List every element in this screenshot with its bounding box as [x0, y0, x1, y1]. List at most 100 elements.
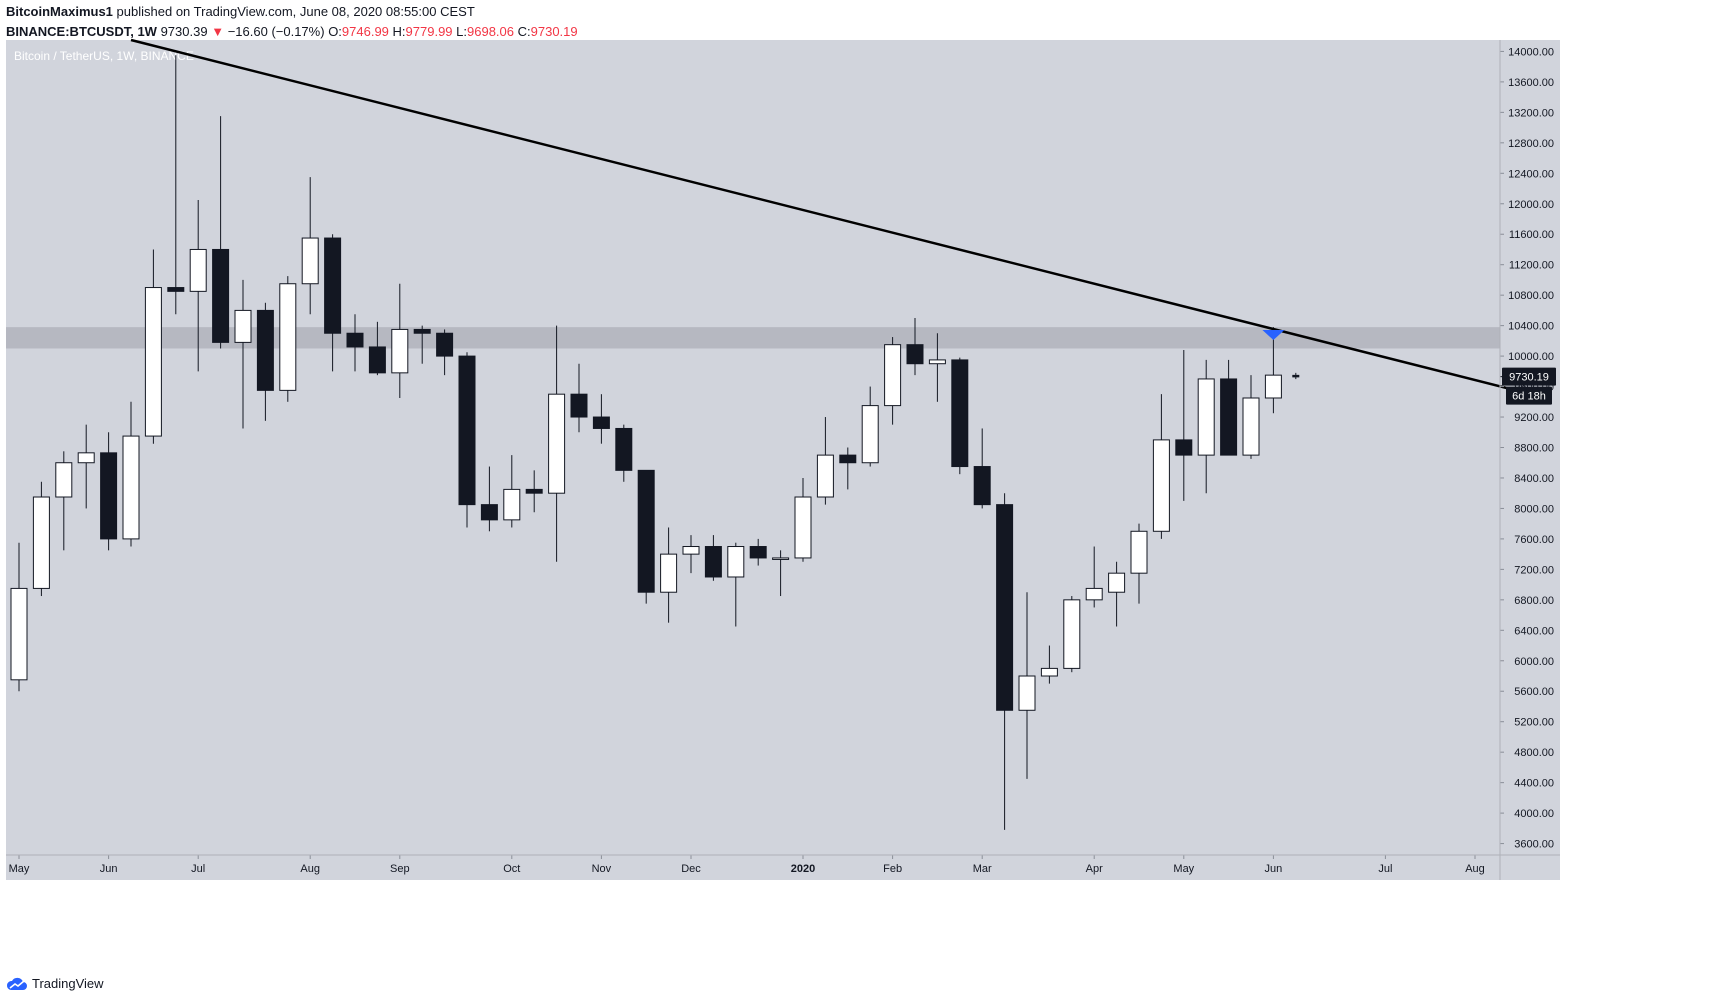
arrow-down-marker-icon[interactable]	[1262, 330, 1285, 340]
countdown-badge	[1506, 386, 1552, 405]
candle[interactable]	[413, 325, 431, 364]
candle[interactable]	[279, 276, 297, 402]
candle[interactable]	[1175, 350, 1193, 501]
candle[interactable]	[861, 386, 879, 467]
candle[interactable]	[1242, 375, 1260, 459]
time-tick-label: Apr	[1086, 863, 1103, 875]
candle[interactable]	[480, 466, 498, 532]
price-tick-label: 12000.00	[1508, 199, 1554, 211]
candle[interactable]	[458, 352, 476, 528]
candle-body	[816, 454, 834, 498]
candle[interactable]	[189, 199, 207, 372]
candle[interactable]	[301, 177, 319, 315]
candle[interactable]	[1018, 592, 1036, 779]
candle[interactable]	[1220, 359, 1238, 456]
candle[interactable]	[794, 477, 812, 562]
candle[interactable]	[100, 432, 118, 551]
candle-body	[122, 435, 140, 540]
tradingview-cloud-icon	[6, 977, 27, 990]
candle[interactable]	[436, 329, 454, 376]
candle-body	[234, 309, 252, 343]
candle[interactable]	[906, 318, 924, 376]
candle[interactable]	[704, 535, 722, 581]
candle[interactable]	[77, 424, 95, 509]
price-axis-area[interactable]	[1500, 40, 1560, 855]
candle[interactable]	[122, 401, 140, 547]
close-label: C:	[517, 24, 531, 39]
candle-body	[727, 546, 745, 578]
time-tick-label: Aug	[300, 863, 320, 875]
candle-body	[839, 454, 857, 464]
footer-brand[interactable]: TradingView	[6, 976, 104, 991]
candle[interactable]	[951, 357, 969, 475]
candle-body	[1197, 378, 1215, 456]
candle[interactable]	[368, 321, 386, 376]
time-tick-label: May	[1173, 863, 1194, 875]
candle-body	[436, 332, 454, 357]
candle-body	[368, 346, 386, 374]
candle[interactable]	[212, 116, 230, 349]
candle[interactable]	[1040, 645, 1058, 684]
price-tick-label: 8800.00	[1514, 443, 1554, 455]
candle[interactable]	[1063, 596, 1081, 673]
candle[interactable]	[391, 283, 409, 398]
candle[interactable]	[1108, 561, 1126, 627]
candle[interactable]	[660, 527, 678, 623]
author-name[interactable]: BitcoinMaximus1	[6, 4, 113, 19]
candle[interactable]	[749, 538, 767, 566]
candle[interactable]	[816, 417, 834, 505]
candle[interactable]	[592, 394, 610, 444]
candle-body	[906, 344, 924, 365]
descending-trendline[interactable]	[130, 38, 1532, 396]
price-tick-label: 11600.00	[1509, 229, 1554, 241]
candle[interactable]	[346, 314, 364, 372]
candle[interactable]	[1264, 327, 1282, 414]
candle[interactable]	[615, 424, 633, 482]
candle[interactable]	[548, 325, 566, 562]
candle[interactable]	[234, 279, 252, 429]
candle[interactable]	[1085, 546, 1103, 608]
candle[interactable]	[525, 470, 543, 513]
time-axis-area[interactable]	[6, 855, 1560, 880]
candle[interactable]	[1197, 359, 1215, 494]
open-label: O:	[328, 24, 342, 39]
candle[interactable]	[570, 363, 588, 433]
candle-body	[32, 496, 50, 589]
candle[interactable]	[1152, 394, 1170, 539]
candle[interactable]	[55, 451, 73, 551]
price-tick-label: 12400.00	[1508, 168, 1554, 180]
candle[interactable]	[32, 481, 50, 597]
candle[interactable]	[1292, 372, 1300, 380]
price-tick-label: 10000.00	[1508, 351, 1554, 363]
candle[interactable]	[996, 493, 1014, 830]
candle-body	[391, 328, 409, 374]
change-down-icon: ▼	[211, 24, 225, 39]
candle-body	[1130, 530, 1148, 574]
time-tick-label: May	[9, 863, 30, 875]
price-tick-label: 6800.00	[1514, 595, 1554, 607]
candle[interactable]	[727, 542, 745, 627]
candle[interactable]	[324, 234, 342, 372]
candle[interactable]	[973, 428, 991, 509]
chart-header: BitcoinMaximus1 published on TradingView…	[6, 4, 578, 40]
candle[interactable]	[10, 542, 28, 692]
candle[interactable]	[256, 302, 274, 421]
candle[interactable]	[928, 333, 946, 402]
candle[interactable]	[839, 447, 857, 490]
time-tick-label: Jul	[1378, 863, 1392, 875]
candle[interactable]	[682, 535, 700, 574]
candle[interactable]	[884, 337, 902, 425]
time-tick-label: Feb	[883, 863, 902, 875]
candle[interactable]	[1130, 523, 1148, 604]
candle[interactable]	[637, 469, 655, 604]
candle-body	[525, 488, 543, 494]
candle[interactable]	[503, 455, 521, 528]
candle[interactable]	[772, 550, 790, 597]
plot-area[interactable]	[6, 40, 1500, 855]
price-tick-label: 14000.00	[1508, 46, 1554, 58]
candle[interactable]	[167, 55, 185, 315]
price-tick-label: 13200.00	[1508, 107, 1554, 119]
candle[interactable]	[144, 249, 162, 444]
candle-body	[458, 355, 476, 506]
